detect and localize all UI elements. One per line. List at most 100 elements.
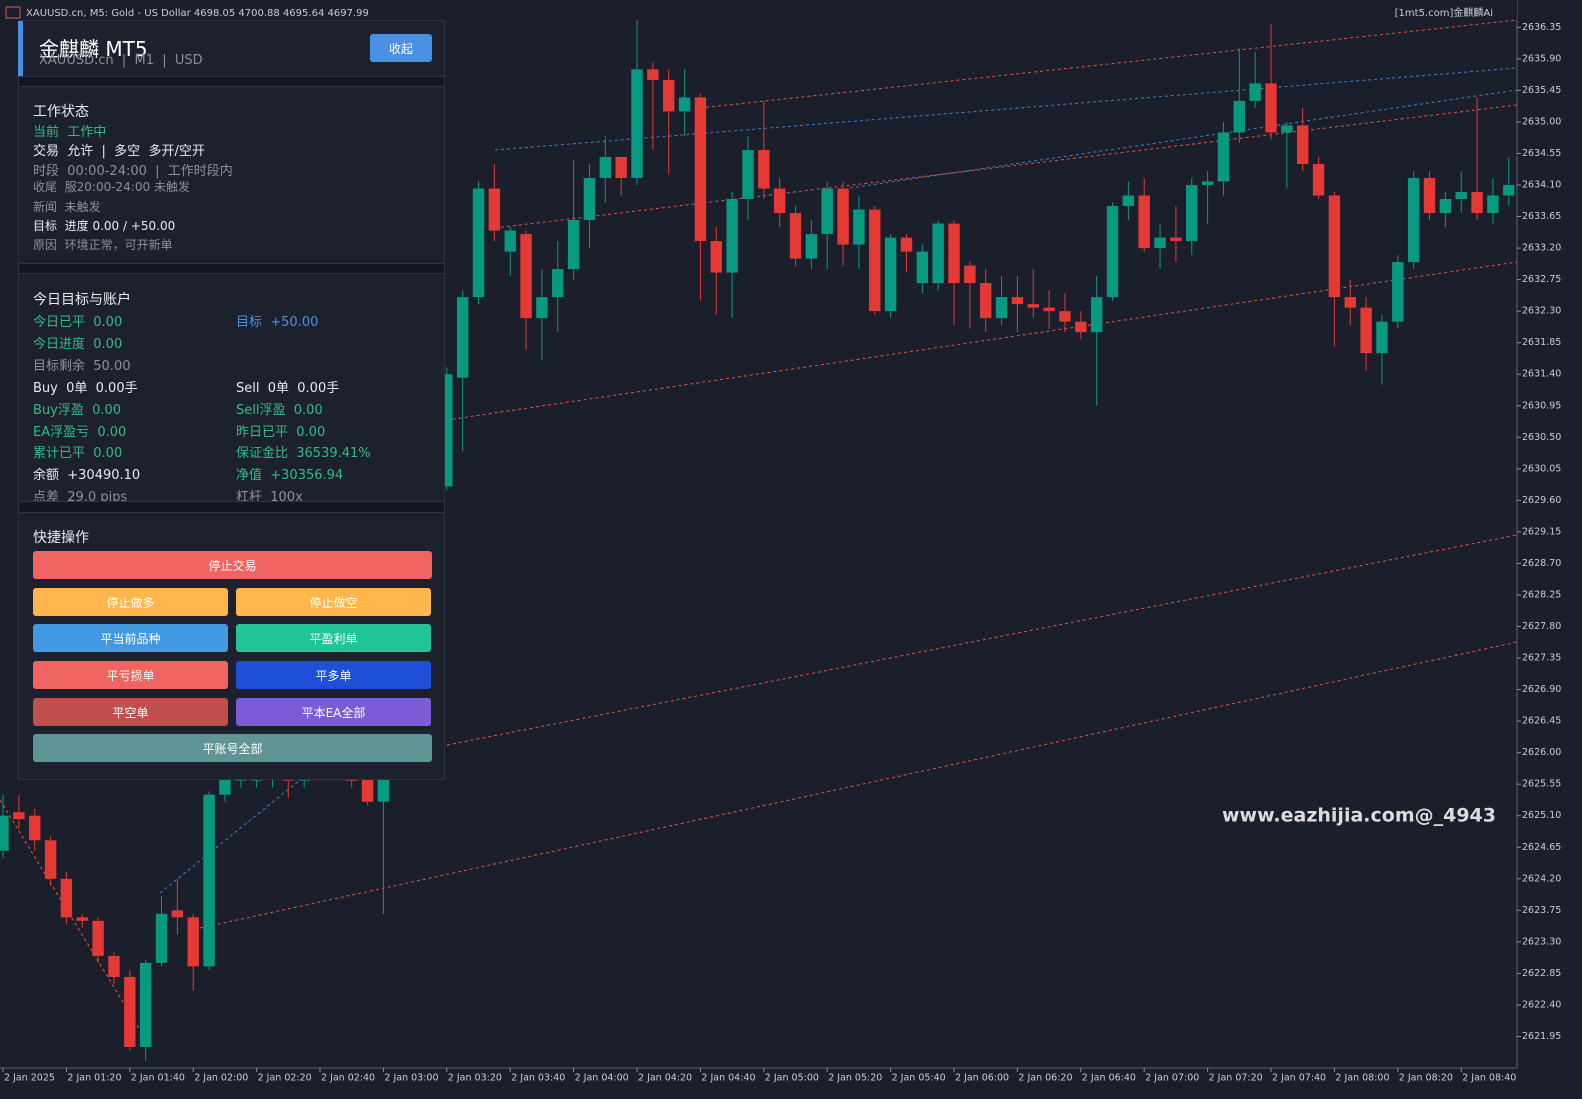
candle-body <box>1376 321 1388 354</box>
candle-body <box>1328 195 1341 298</box>
candle-body <box>456 297 469 378</box>
x-tick-label: 2 Jan 01:20 <box>67 1073 121 1084</box>
candle-body <box>60 878 73 918</box>
candle-body <box>552 269 564 298</box>
x-tick-label: 2 Jan 07:40 <box>1272 1073 1326 1084</box>
candle-body <box>1312 163 1325 196</box>
candle-body <box>155 913 168 963</box>
action-button[interactable]: 平盈利单 <box>236 624 431 652</box>
candle-body <box>1217 132 1230 182</box>
candle-body <box>599 156 612 178</box>
candle-body <box>980 283 992 319</box>
x-tick-label: 2 Jan 2025 <box>4 1073 55 1084</box>
y-tick-label: 2635.00 <box>1522 116 1561 127</box>
candle-body <box>900 237 913 252</box>
x-tick-label: 2 Jan 04:00 <box>575 1073 629 1084</box>
candle-body <box>1455 192 1467 200</box>
candle-body <box>124 976 136 1047</box>
account-cell: 余额 +30490.10 <box>33 468 141 483</box>
candle-body <box>1090 297 1103 333</box>
candle-body <box>916 251 929 284</box>
y-tick-label: 2622.40 <box>1522 999 1561 1010</box>
candle-body <box>1043 307 1055 312</box>
y-tick-label: 2630.95 <box>1522 400 1561 411</box>
candle-body <box>742 149 754 200</box>
y-tick-label: 2632.30 <box>1522 306 1561 317</box>
y-tick-label: 2636.35 <box>1522 22 1561 33</box>
candle-body <box>1233 100 1246 133</box>
candle-body <box>44 840 57 879</box>
candle-body <box>567 220 580 270</box>
watermark: www.eazhijia.com@_4943 <box>1222 805 1496 827</box>
y-tick-label: 2630.50 <box>1522 432 1561 443</box>
x-tick-label: 2 Jan 07:00 <box>1145 1073 1199 1084</box>
candle-body <box>1392 262 1404 322</box>
y-tick-label: 2635.90 <box>1522 53 1561 64</box>
x-tick-label: 2 Jan 05:20 <box>828 1073 882 1084</box>
candle-body <box>504 230 516 252</box>
section-heading: 工作状态 <box>33 104 89 120</box>
candle-body <box>1106 206 1119 298</box>
action-button[interactable]: 平本EA全部 <box>236 698 431 726</box>
candle-body <box>1265 83 1277 133</box>
x-tick-label: 2 Jan 05:40 <box>892 1073 946 1084</box>
y-tick-label: 2625.55 <box>1522 779 1561 790</box>
trend-line <box>849 89 1518 189</box>
candle-body <box>1154 237 1166 249</box>
y-tick-label: 2624.20 <box>1522 873 1561 884</box>
y-tick-label: 2629.60 <box>1522 495 1561 506</box>
status-line: 交易 允许 | 多空 多开/空开 <box>33 144 205 159</box>
action-button[interactable]: 平当前品种 <box>33 624 228 652</box>
collapse-button[interactable]: 收起 <box>370 34 432 62</box>
y-tick-label: 2623.30 <box>1522 936 1561 947</box>
x-tick-label: 2 Jan 01:40 <box>131 1073 185 1084</box>
candle-body <box>932 223 944 284</box>
action-button[interactable]: 平账号全部 <box>33 734 432 762</box>
candle-body <box>773 188 786 214</box>
action-button[interactable]: 停止做空 <box>236 588 431 616</box>
panel-title: 金麒麟 MT5 <box>39 37 148 61</box>
y-tick-label: 2632.75 <box>1522 274 1561 285</box>
x-tick-label: 2 Jan 03:40 <box>511 1073 565 1084</box>
candle-body <box>789 213 802 259</box>
y-tick-label: 2635.45 <box>1522 85 1561 96</box>
candle-body <box>647 69 659 80</box>
candle-body <box>139 962 152 1047</box>
account-cell: 保证金比 36539.41% <box>236 446 371 461</box>
x-tick-label: 2 Jan 03:20 <box>448 1073 502 1084</box>
candle-body <box>13 812 25 820</box>
section-heading: 今日目标与账户 <box>33 292 131 308</box>
x-tick-label: 2 Jan 06:40 <box>1082 1073 1136 1084</box>
window-title: XAUUSD.cn, M5: Gold - US Dollar 4698.05 … <box>26 8 369 19</box>
candle-body <box>377 759 390 802</box>
x-tick-label: 2 Jan 04:20 <box>638 1073 692 1084</box>
trend-line <box>446 534 1518 746</box>
candle-body <box>1439 199 1452 214</box>
candle-body <box>108 955 120 977</box>
candle-body <box>1011 297 1024 305</box>
action-button[interactable]: 停止做多 <box>33 588 228 616</box>
action-button[interactable]: 平亏损单 <box>33 661 228 689</box>
candle-body <box>488 188 501 231</box>
candle-body <box>663 79 675 112</box>
candle-body <box>1075 321 1087 333</box>
y-tick-label: 2628.70 <box>1522 558 1561 569</box>
x-tick-label: 2 Jan 02:40 <box>321 1073 375 1084</box>
status-line: 新闻 未触发 <box>33 200 101 214</box>
action-button[interactable]: 平空单 <box>33 698 228 726</box>
candle-body <box>520 234 532 319</box>
y-tick-label: 2626.90 <box>1522 684 1561 695</box>
y-tick-label: 2626.45 <box>1522 716 1561 727</box>
candle-body <box>1122 195 1135 207</box>
action-button[interactable]: 平多单 <box>236 661 431 689</box>
window-badge: [1mt5.com]金麒麟Ai <box>1395 6 1493 19</box>
action-button[interactable]: 停止交易 <box>33 551 432 579</box>
candle-body <box>1186 185 1198 242</box>
candle-body <box>726 199 738 273</box>
candle-body <box>0 815 9 851</box>
candle-body <box>694 97 707 242</box>
title-bar <box>0 0 1517 20</box>
status-line: 时段 00:00-24:00 | 工作时段内 <box>33 164 233 179</box>
candle-body <box>441 374 453 487</box>
